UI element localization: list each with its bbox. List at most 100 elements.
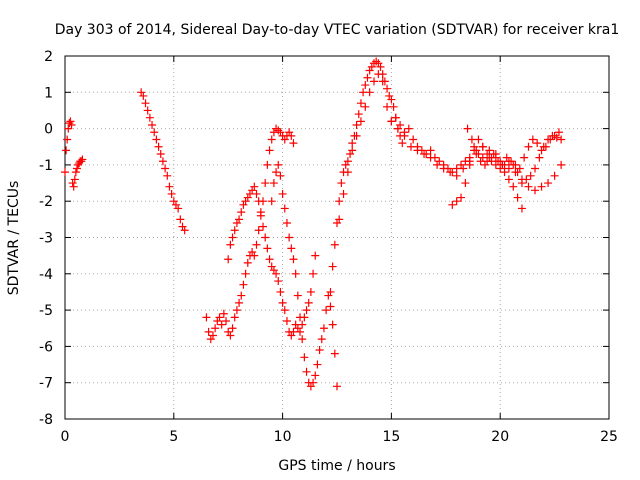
data-point	[335, 215, 344, 224]
data-point	[272, 168, 281, 177]
data-point	[152, 135, 161, 144]
x-axis-label: GPS time / hours	[278, 458, 395, 474]
data-point	[504, 164, 513, 173]
data-point	[404, 124, 413, 133]
data-point	[343, 157, 352, 166]
data-point	[232, 306, 241, 315]
data-point	[311, 371, 320, 380]
data-point	[330, 240, 339, 249]
data-point	[287, 131, 296, 140]
y-tick-label: 0	[44, 122, 53, 138]
data-point	[69, 182, 78, 191]
data-point	[387, 117, 396, 126]
series-segment-5	[267, 160, 341, 391]
data-point	[267, 135, 276, 144]
data-point	[526, 171, 535, 180]
data-point	[78, 155, 87, 164]
data-point	[252, 240, 261, 249]
data-point	[224, 255, 233, 264]
data-point	[282, 218, 291, 227]
data-point	[554, 128, 563, 137]
data-point	[285, 233, 294, 242]
data-point	[461, 179, 470, 188]
data-point	[174, 204, 183, 213]
data-point	[457, 193, 466, 202]
data-point	[524, 182, 533, 191]
data-point	[66, 117, 75, 126]
data-point	[459, 164, 468, 173]
data-point	[180, 226, 189, 235]
data-point	[252, 189, 261, 198]
y-tick-label: 2	[44, 49, 53, 65]
y-tick-label: -8	[39, 412, 53, 428]
data-point	[276, 287, 285, 296]
data-point	[72, 164, 81, 173]
data-point	[274, 160, 283, 169]
data-point	[513, 193, 522, 202]
data-point	[61, 168, 69, 177]
data-point	[480, 160, 489, 169]
x-tick-label: 10	[274, 429, 292, 445]
data-point	[333, 382, 341, 391]
data-point	[330, 349, 339, 358]
data-point	[337, 179, 346, 188]
data-point	[235, 215, 244, 224]
data-point	[143, 106, 152, 115]
data-point	[202, 313, 211, 322]
data-point	[139, 91, 148, 100]
data-point	[398, 139, 407, 148]
data-point	[328, 262, 337, 271]
data-point	[235, 298, 244, 307]
data-point	[163, 171, 172, 180]
x-tick-label: 25	[600, 429, 618, 445]
x-tick-label: 15	[382, 429, 400, 445]
data-point	[452, 171, 461, 180]
data-point	[452, 197, 461, 206]
data-point	[280, 306, 289, 315]
data-point	[387, 95, 396, 104]
data-point	[243, 258, 252, 267]
data-point	[165, 182, 174, 191]
data-point	[319, 324, 328, 333]
data-point	[361, 81, 370, 90]
data-point	[291, 269, 300, 278]
data-point	[237, 291, 246, 300]
tick-label-layer: 0 5 10 15 20 25 -8 -7 -6 -5 -4 -3 -2 -1 0 1 2	[39, 49, 618, 445]
data-point	[467, 135, 476, 144]
data-point	[219, 309, 228, 318]
data-point	[500, 168, 509, 177]
data-point	[265, 255, 274, 264]
data-point	[348, 146, 357, 155]
data-point	[309, 269, 318, 278]
data-point	[228, 233, 237, 242]
data-point	[326, 302, 335, 311]
x-tick-label: 5	[169, 429, 178, 445]
data-point	[250, 251, 259, 260]
data-point	[494, 157, 503, 166]
data-point	[298, 320, 307, 329]
y-tick-label: -2	[39, 194, 53, 210]
data-point	[254, 226, 263, 235]
data-point	[354, 110, 363, 119]
data-point	[239, 280, 248, 289]
data-point	[315, 346, 324, 355]
data-point	[463, 124, 472, 133]
data-point	[507, 157, 516, 166]
data-point	[391, 113, 400, 122]
data-point	[343, 168, 352, 177]
data-point	[502, 153, 511, 162]
data-point	[300, 353, 309, 362]
series-segment-2	[137, 88, 189, 235]
data-point	[62, 146, 71, 155]
chart-title: Day 303 of 2014, Sidereal Day-to-day VTE…	[55, 22, 620, 38]
data-point	[311, 251, 320, 260]
data-point	[546, 135, 555, 144]
data-point	[383, 84, 392, 93]
data-point	[376, 62, 385, 71]
data-point	[335, 197, 344, 206]
data-point	[485, 153, 494, 162]
data-point	[400, 131, 409, 140]
data-point	[520, 153, 529, 162]
y-tick-label: -7	[39, 376, 53, 392]
data-point	[161, 164, 170, 173]
